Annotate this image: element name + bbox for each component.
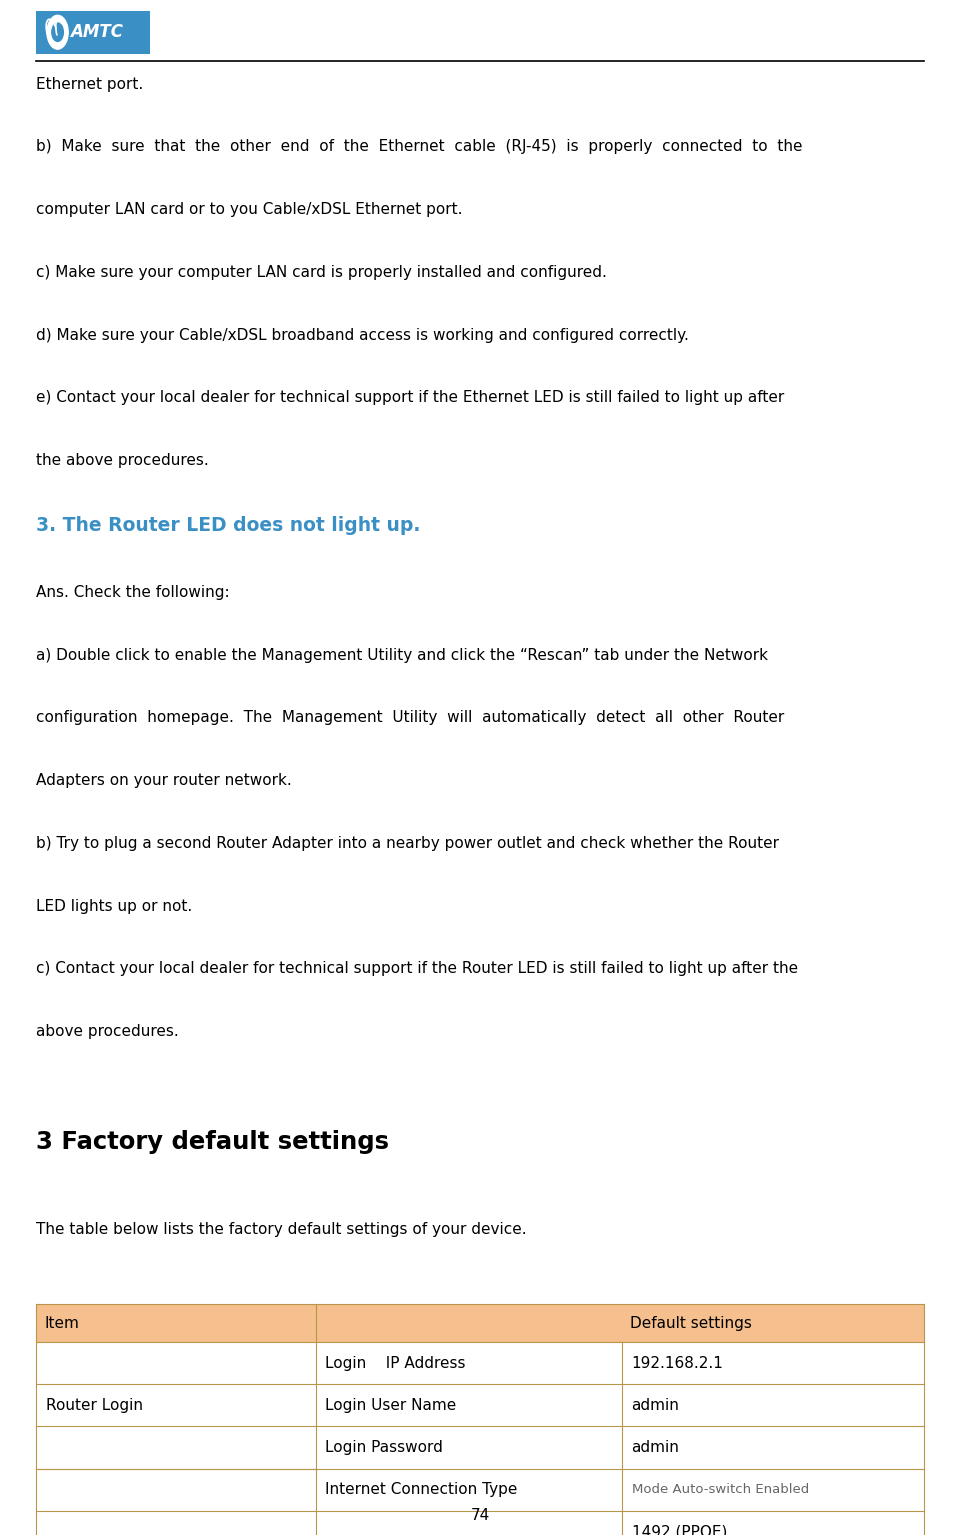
Text: d) Make sure your Cable/xDSL broadband access is working and configured correctl: d) Make sure your Cable/xDSL broadband a… xyxy=(36,327,689,342)
Circle shape xyxy=(52,23,63,41)
Text: above procedures.: above procedures. xyxy=(36,1024,180,1039)
Text: configuration  homepage.  The  Management  Utility  will  automatically  detect : configuration homepage. The Management U… xyxy=(36,711,784,726)
Text: 74: 74 xyxy=(470,1507,490,1523)
Text: 1492 (PPOE): 1492 (PPOE) xyxy=(632,1524,727,1535)
FancyBboxPatch shape xyxy=(36,1305,924,1342)
Text: b) Try to plug a second Router Adapter into a nearby power outlet and check whet: b) Try to plug a second Router Adapter i… xyxy=(36,837,780,850)
FancyBboxPatch shape xyxy=(36,11,150,54)
Text: b)  Make  sure  that  the  other  end  of  the  Ethernet  cable  (RJ-45)  is  pr: b) Make sure that the other end of the E… xyxy=(36,140,803,155)
Text: Login User Name: Login User Name xyxy=(325,1398,457,1412)
FancyBboxPatch shape xyxy=(36,1469,924,1510)
Text: Login Password: Login Password xyxy=(325,1440,444,1455)
Text: Default settings: Default settings xyxy=(630,1315,752,1331)
Text: c) Contact your local dealer for technical support if the Router LED is still fa: c) Contact your local dealer for technic… xyxy=(36,961,799,976)
Text: The table below lists the factory default settings of your device.: The table below lists the factory defaul… xyxy=(36,1222,527,1237)
Text: a) Double click to enable the Management Utility and click the “Rescan” tab unde: a) Double click to enable the Management… xyxy=(36,648,768,663)
Text: e) Contact your local dealer for technical support if the Ethernet LED is still : e) Contact your local dealer for technic… xyxy=(36,390,784,405)
Text: c) Make sure your computer LAN card is properly installed and configured.: c) Make sure your computer LAN card is p… xyxy=(36,266,608,279)
Text: 3. The Router LED does not light up.: 3. The Router LED does not light up. xyxy=(36,516,420,534)
FancyBboxPatch shape xyxy=(36,1510,924,1535)
Text: Mode Auto-switch Enabled: Mode Auto-switch Enabled xyxy=(632,1483,808,1497)
Text: admin: admin xyxy=(632,1440,680,1455)
Text: Ans. Check the following:: Ans. Check the following: xyxy=(36,585,230,600)
Text: 192.168.2.1: 192.168.2.1 xyxy=(632,1355,724,1371)
FancyBboxPatch shape xyxy=(36,1426,924,1469)
Text: Adapters on your router network.: Adapters on your router network. xyxy=(36,774,292,787)
Text: LED lights up or not.: LED lights up or not. xyxy=(36,898,193,913)
Text: admin: admin xyxy=(632,1398,680,1412)
Text: Login    IP Address: Login IP Address xyxy=(325,1355,466,1371)
Text: the above procedures.: the above procedures. xyxy=(36,453,209,468)
FancyBboxPatch shape xyxy=(36,1385,924,1426)
Text: AMTC: AMTC xyxy=(70,23,123,41)
Text: Internet Connection Type: Internet Connection Type xyxy=(325,1483,517,1497)
FancyBboxPatch shape xyxy=(36,1342,924,1385)
Text: Item: Item xyxy=(44,1315,79,1331)
Text: 3 Factory default settings: 3 Factory default settings xyxy=(36,1130,390,1153)
Text: computer LAN card or to you Cable/xDSL Ethernet port.: computer LAN card or to you Cable/xDSL E… xyxy=(36,203,463,216)
Circle shape xyxy=(47,15,68,49)
Text: Ethernet port.: Ethernet port. xyxy=(36,77,144,92)
Text: Router Login: Router Login xyxy=(46,1398,143,1412)
